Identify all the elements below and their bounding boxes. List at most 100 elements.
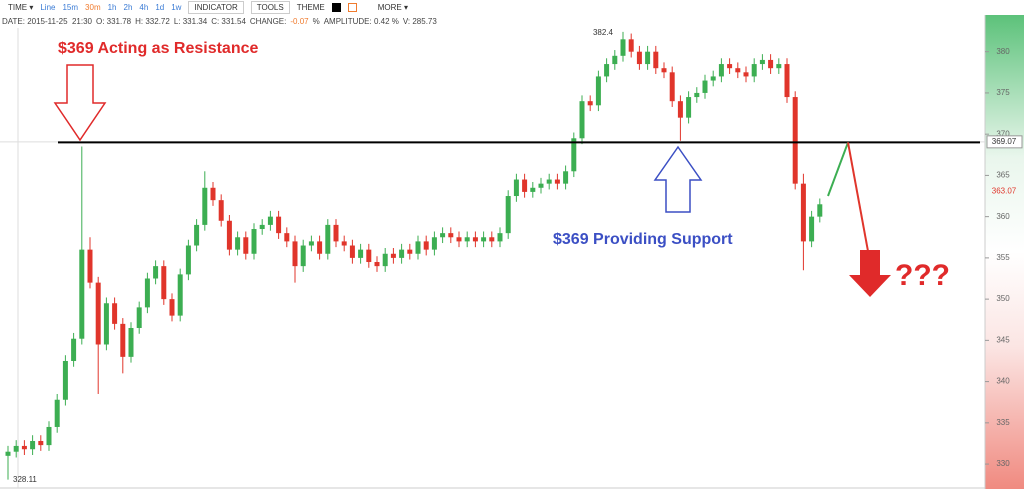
candle-body (21, 445, 27, 450)
candle-body (423, 241, 429, 250)
candle-body (235, 237, 241, 250)
candle-body (809, 216, 815, 242)
y-tick-label: 370 (996, 129, 1010, 138)
info-item: CHANGE: (249, 17, 287, 26)
candle-body (62, 360, 68, 400)
interval[interactable]: 1w (171, 3, 182, 12)
candle-body (333, 224, 339, 242)
candle-body (710, 76, 716, 81)
info-line: DATE: 2015-11-25 21:30 O: 331.78 H: 332.72… (2, 17, 437, 26)
interval[interactable]: 30m (85, 3, 101, 12)
candle-body (202, 187, 208, 225)
candle-body (440, 233, 446, 238)
candle-body (95, 282, 101, 345)
candle-body (210, 187, 216, 201)
theme-label: THEME (296, 3, 325, 12)
interval[interactable]: 2h (123, 3, 133, 12)
theme-dark[interactable] (331, 3, 341, 12)
intervals: Line 15m 30m 1h 2h 4h 1d 1w (40, 3, 181, 12)
candle-body (300, 245, 306, 267)
max-label: 382.4 (593, 28, 614, 37)
indicator-button[interactable]: INDICATOR (188, 1, 244, 14)
interval[interactable]: 4h (139, 3, 149, 12)
candle-body (645, 51, 651, 65)
info-item: L: 331.34 (173, 17, 208, 26)
candle-body (513, 179, 519, 197)
info-item: H: 332.72 (135, 17, 170, 26)
question-note: ??? (895, 259, 950, 292)
candle-body (349, 245, 355, 258)
candle-body (563, 171, 569, 184)
candle-body (456, 237, 462, 242)
candle-body (341, 241, 347, 246)
info-item: O: 331.78 (95, 17, 132, 26)
candle-body (87, 249, 93, 283)
candle-body (595, 76, 601, 106)
y-tick-label: 340 (996, 377, 1010, 386)
candle-body (497, 233, 503, 242)
candle-body (276, 216, 282, 234)
candle-body (112, 303, 118, 324)
candle-body (71, 338, 77, 361)
candle-body (784, 64, 790, 98)
interval[interactable]: 1d (155, 3, 165, 12)
candle-body (251, 229, 257, 254)
info-item: % (312, 17, 320, 26)
candle-body (284, 233, 290, 242)
candle-body (366, 249, 372, 263)
min-label: 328.11 (13, 475, 37, 484)
candle-body (628, 39, 634, 52)
tools-button[interactable]: TOOLS (250, 1, 290, 14)
resistance-note: $369 Acting as Resistance (58, 40, 259, 57)
candle-body (653, 51, 659, 69)
mark-price: 363.07 (992, 186, 1017, 195)
candle-body (54, 399, 60, 427)
candle-body (30, 440, 36, 450)
candle-body (308, 241, 314, 246)
candle-body (792, 97, 798, 184)
candle-body (374, 262, 380, 267)
y-tick-label: 330 (996, 459, 1010, 468)
candle-body (579, 101, 585, 139)
candle-body (358, 249, 364, 258)
candle-body (694, 92, 700, 98)
candle-body (727, 64, 733, 69)
interval[interactable]: Line (40, 3, 56, 12)
candle-body (79, 249, 85, 339)
arrow-up-outline (653, 145, 703, 213)
candle-body (431, 237, 437, 250)
info-item: DATE: 2015-11-25 21:30 (2, 17, 92, 26)
candle-body (128, 327, 134, 357)
interval[interactable]: 15m (62, 3, 79, 12)
candle-body (382, 253, 388, 267)
price-axis-panel (985, 15, 1024, 489)
candle-body (185, 245, 191, 275)
info-item: AMPLITUDE: 0.42 % (323, 17, 399, 26)
candle-body (669, 72, 675, 102)
arrow-down-solid (849, 250, 891, 297)
candle-body (768, 59, 774, 69)
candle-body (571, 138, 577, 172)
time-menu[interactable]: TIME ▾ (8, 3, 34, 12)
interval[interactable]: 1h (107, 3, 117, 12)
info-item: V: 285.73 (402, 17, 437, 26)
candle-body (317, 241, 323, 254)
candle-body (612, 55, 618, 65)
candle-body (46, 426, 52, 446)
more-menu[interactable]: MORE ▾ (377, 3, 408, 12)
support-note: $369 Providing Support (553, 231, 733, 248)
y-tick-label: 360 (996, 212, 1010, 221)
y-tick-label: 350 (996, 294, 1010, 303)
candle-body (538, 183, 544, 188)
candle-body (735, 68, 741, 73)
candle-body (390, 253, 396, 258)
arrow-down-outline (53, 64, 107, 142)
candle-body (144, 278, 150, 308)
info-item: C: 331.54 (211, 17, 246, 26)
candle-body (472, 237, 478, 242)
candle-body (530, 187, 536, 192)
theme-light[interactable] (347, 3, 357, 12)
candle-body (448, 233, 454, 238)
